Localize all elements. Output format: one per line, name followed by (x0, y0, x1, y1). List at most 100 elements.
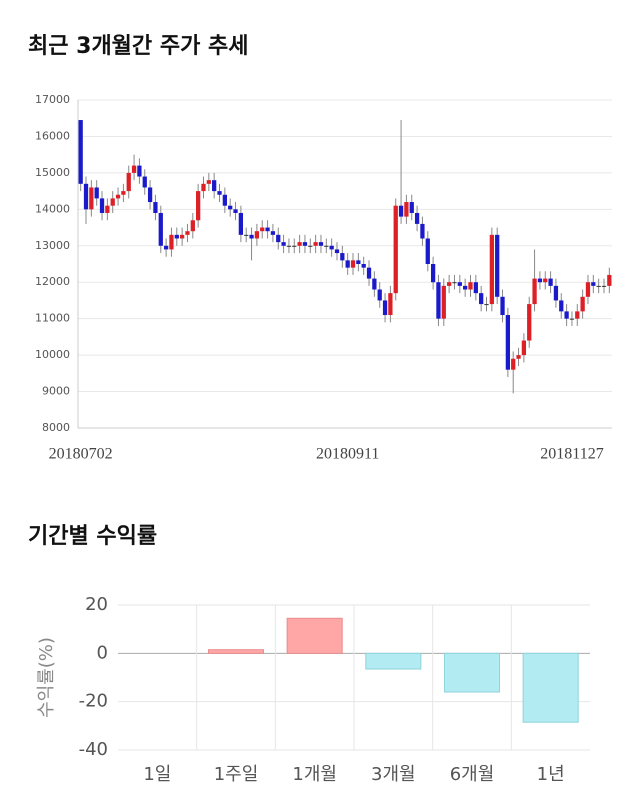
y-axis-label: 수익률(%) (36, 637, 57, 718)
candle-body (473, 282, 478, 294)
candle-body (153, 202, 158, 213)
candle-body (94, 187, 99, 199)
chart-title: 최근 3개월간 주가 추세 (28, 34, 248, 59)
candle-body (115, 194, 121, 199)
candle-body (500, 296, 505, 316)
bar (365, 652, 422, 670)
candle-body (409, 202, 414, 213)
candle-body (318, 242, 324, 246)
x-tick-label: 1일 (143, 764, 171, 785)
candle-body (414, 212, 420, 224)
candle-body (340, 253, 345, 261)
candle-body (356, 260, 361, 264)
candle-body (350, 260, 356, 268)
candle-body (489, 234, 494, 305)
x-tick-label: 1개월 (292, 764, 337, 785)
candle-body (105, 205, 110, 213)
candle-body (244, 234, 249, 236)
candle-body (591, 282, 596, 286)
candle-body (292, 245, 297, 247)
candle-body (548, 278, 553, 286)
candle-body (99, 198, 105, 213)
candle-body (580, 296, 585, 312)
candle-body (404, 202, 409, 217)
y-tick-label: -40 (79, 739, 108, 760)
candle-body (484, 304, 489, 306)
candle-body (543, 278, 548, 283)
candle-body (313, 242, 318, 246)
candle-body (505, 315, 511, 370)
candle-body (382, 300, 388, 316)
chart-title: 기간별 수익률 (28, 524, 157, 549)
candle-body (495, 234, 500, 297)
candle-body (174, 234, 179, 239)
candle-body (468, 282, 473, 290)
candle-body (324, 245, 329, 247)
candle-body (147, 187, 153, 203)
candle-body (276, 234, 281, 243)
candle-body (206, 180, 211, 184)
candle-body (436, 282, 441, 319)
candle-body (537, 278, 543, 283)
candle-body (217, 191, 222, 195)
x-tick-label: 1주일 (214, 764, 259, 785)
candle-body (457, 282, 462, 286)
candle-body (169, 234, 174, 250)
candle-body (142, 176, 147, 188)
candle-body (233, 209, 238, 213)
x-tick-label: 20180911 (316, 446, 379, 463)
candle-body (527, 304, 532, 341)
x-tick-label: 3개월 (371, 764, 416, 785)
candle-body (425, 238, 430, 264)
x-tick-label: 20180702 (49, 446, 113, 463)
y-tick-label: 0 (97, 642, 108, 663)
candle-body (575, 311, 580, 319)
candle-body (345, 260, 350, 268)
candle-body (585, 282, 591, 297)
y-tick-label: 11000 (35, 312, 70, 325)
candle-body (222, 194, 227, 206)
candle-body (179, 234, 185, 239)
candle-body (430, 264, 436, 283)
y-tick-label: -20 (79, 691, 108, 712)
bar (443, 652, 501, 693)
x-tick-label: 20181127 (540, 446, 603, 463)
candle-body (249, 234, 254, 239)
candle-body (89, 187, 94, 210)
candle-body (260, 227, 265, 232)
x-tick-label: 6개월 (450, 764, 495, 785)
candle-body (463, 285, 468, 290)
candle-body (516, 355, 521, 359)
y-tick-label: 10000 (35, 348, 70, 361)
candle-body (479, 293, 484, 305)
candle-body (329, 245, 334, 250)
candle-body (532, 278, 537, 305)
candle-body (607, 274, 612, 286)
candle-body (564, 311, 569, 319)
candle-body (281, 242, 286, 246)
candle-body (131, 165, 137, 173)
candle-body (254, 231, 260, 239)
candle-body (601, 285, 607, 287)
candle-body (270, 231, 276, 235)
candle-body (361, 264, 366, 268)
candle-body (196, 191, 201, 221)
candle-body (446, 282, 452, 286)
candle-body (201, 183, 206, 192)
bar (286, 617, 343, 654)
y-tick-label: 20 (85, 594, 108, 615)
candle-body (83, 183, 89, 210)
candle-body (334, 249, 340, 254)
candle-body (569, 318, 575, 320)
candle-body (596, 285, 601, 287)
candle-body (308, 245, 313, 247)
candle-body (238, 212, 244, 235)
candle-body (398, 205, 404, 217)
candle-body (126, 172, 131, 192)
candle-body (511, 358, 516, 370)
candle-body (366, 267, 372, 279)
candle-body (110, 198, 115, 206)
